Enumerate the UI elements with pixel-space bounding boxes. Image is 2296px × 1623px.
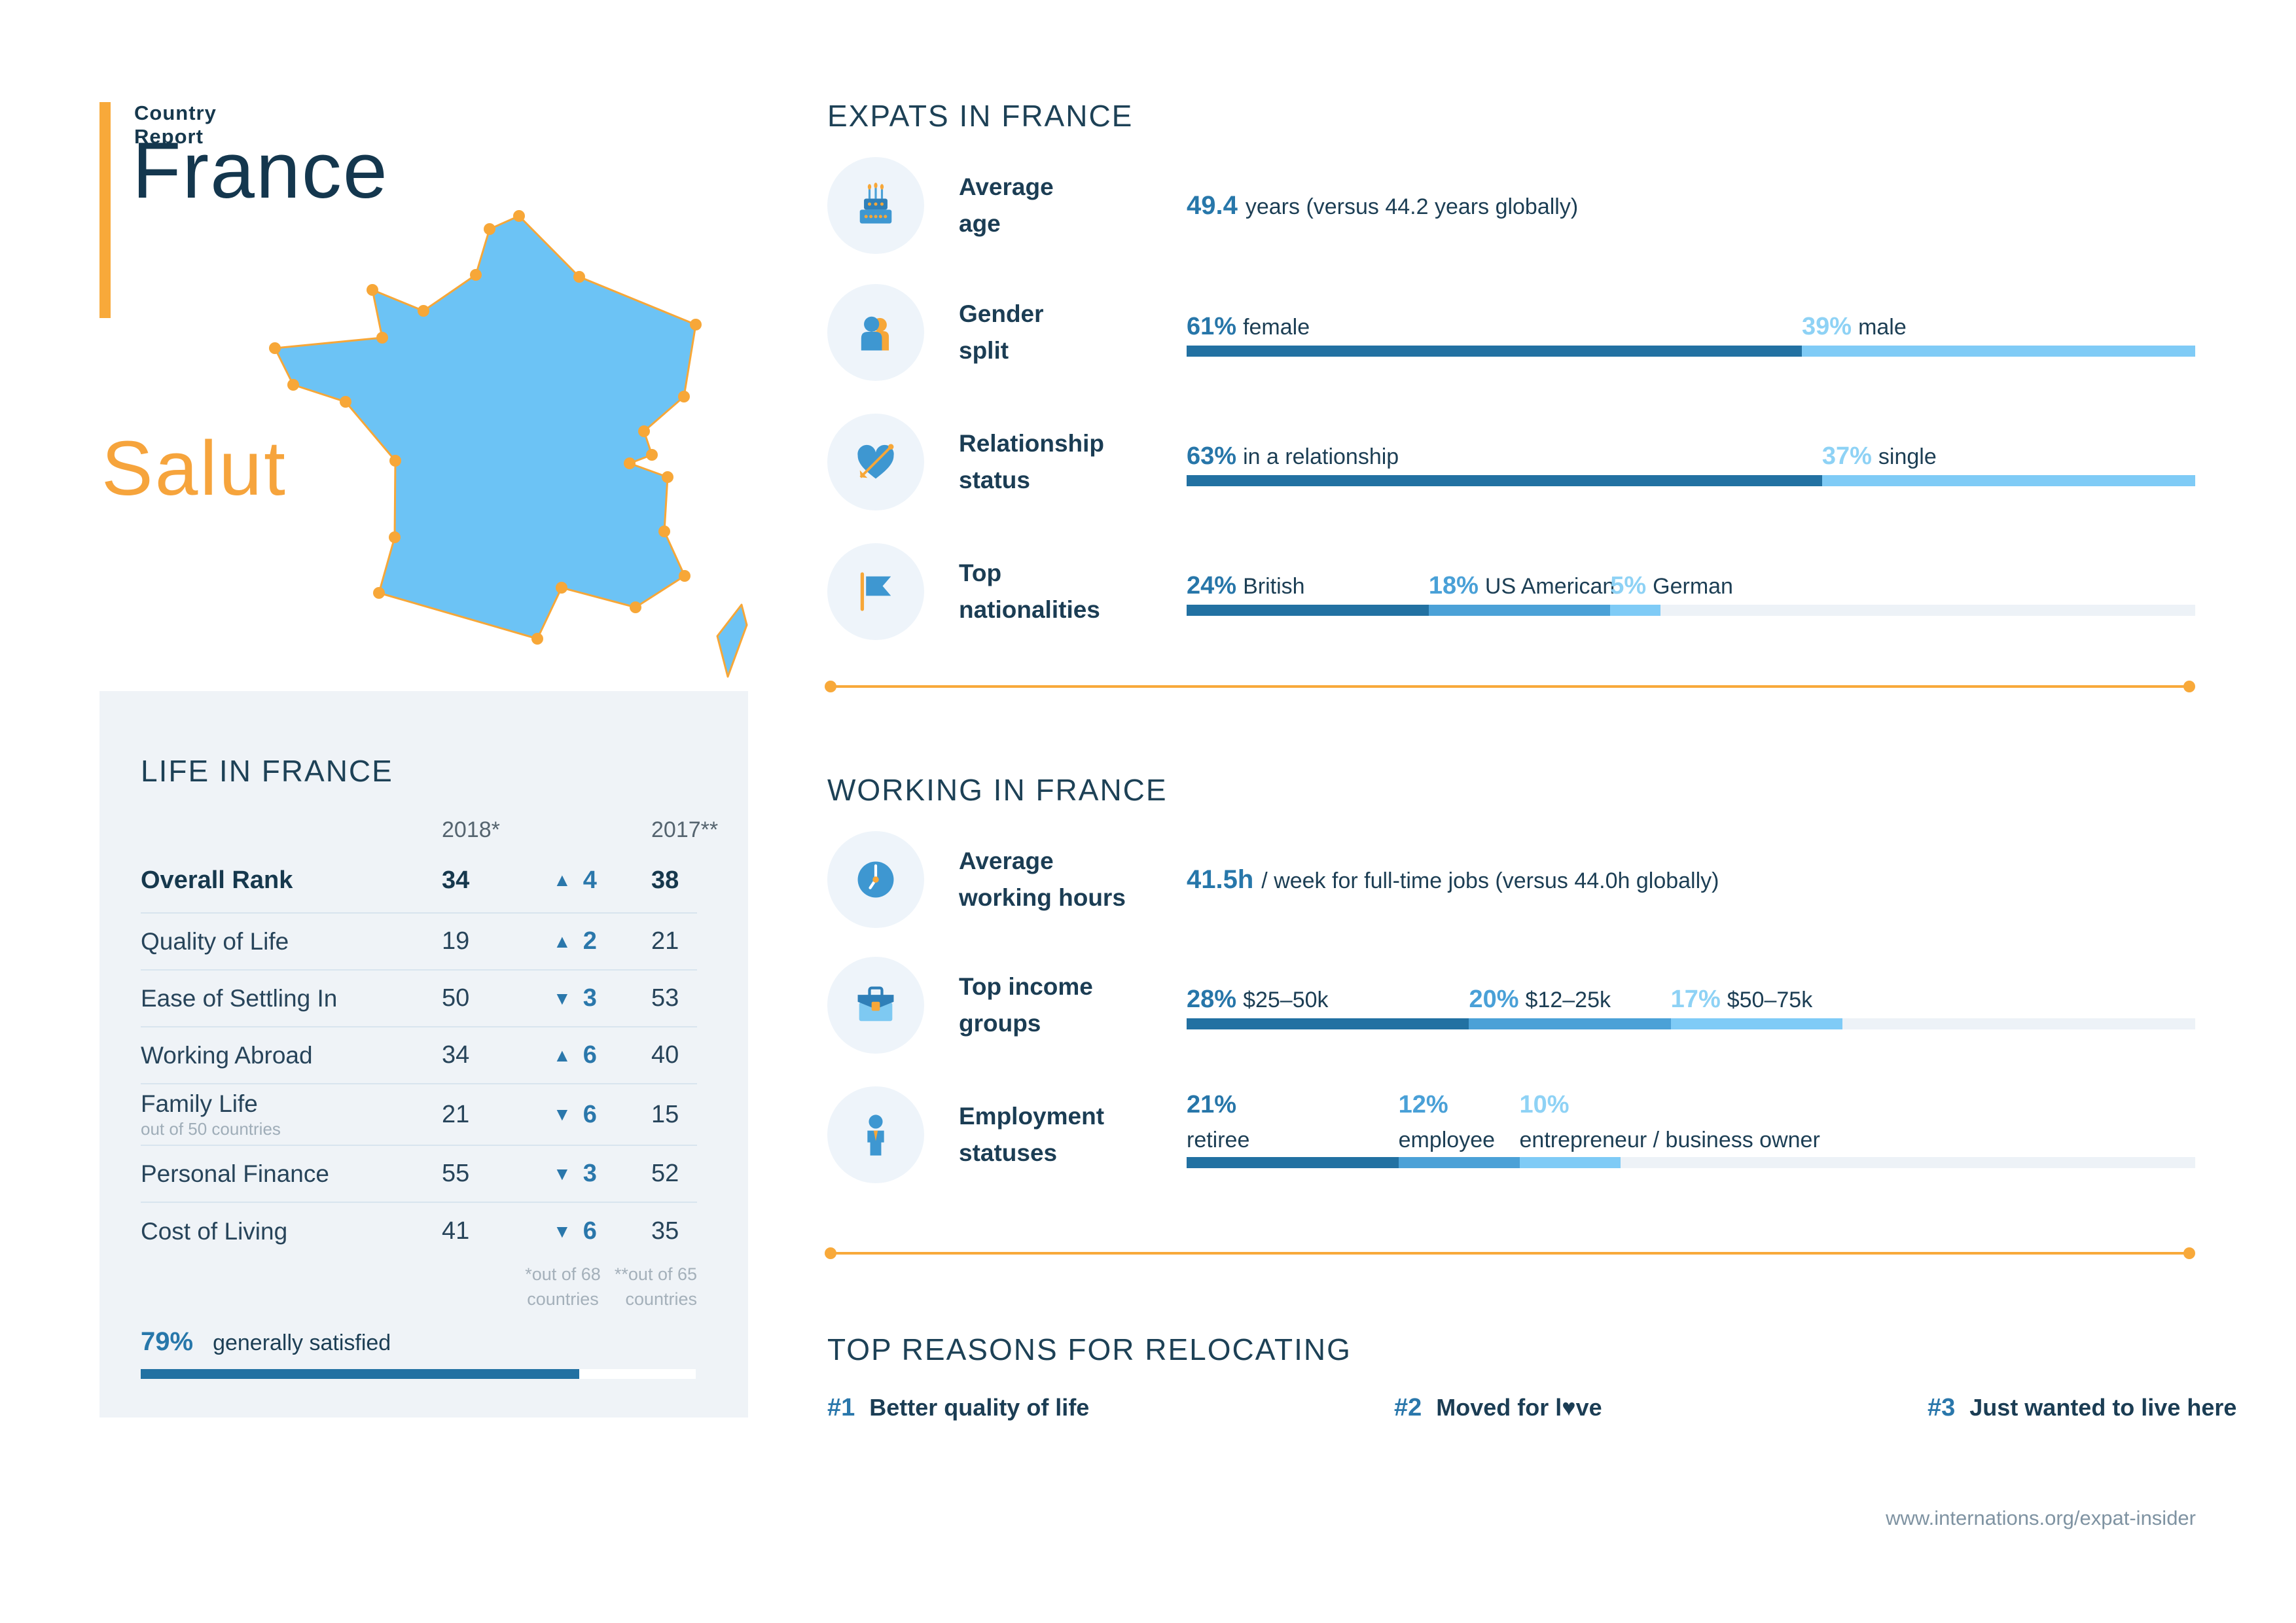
map-vertex-dots [269,210,702,645]
table-row: Family Life out of 50 countries 21 ▼ 6 15 [141,1084,697,1146]
working-hours-label: Average working hours [959,847,1126,911]
rank-down-icon: ▼ [553,1163,571,1184]
nationality-german-label: 5% German [1610,572,1733,599]
relationship-status-row: Relationship status 63% in a relationship … [827,414,2215,544]
income-groups-label: Top income groups [959,973,1093,1037]
satisfaction-stat: 79% generally satisfied [141,1327,391,1356]
income-groups-row: Top income groups 28% $25–50k 20% $12–25k 1… [827,957,2215,1088]
employment-retiree-label: 21% retiree [1187,1091,1250,1152]
top-nationalities-row: Top nationalities 24% British 18% US Americ… [827,543,2215,674]
income-12-25-label: 20% $12–25k [1469,986,1611,1013]
employment-statuses-bar [1187,1157,2195,1168]
gender-icon [861,316,889,351]
income-50-75-label: 17% $50–75k [1670,986,1813,1013]
table-row: Ease of Settling In 50 ▼ 3 53 [141,971,697,1027]
working-hours-row: Average working hours 41.5h / week for ful… [827,831,2215,962]
rank-down-icon: ▼ [553,988,571,1008]
row-sublabel: out of 50 countries [141,1119,281,1139]
cake-icon [859,183,892,224]
rank-down-icon: ▼ [553,1104,571,1124]
section-divider [825,1247,2195,1259]
person-icon [867,1115,884,1156]
reasons-row: #1 Better quality of life #2 Moved for l♥v… [827,1394,2236,1433]
life-in-france-panel: LIFE IN FRANCE 2018* 2017** Overall Rank… [99,691,748,1418]
relationship-label: 63% in a relationship [1187,442,1399,470]
employment-entrepreneur-label: 10% entrepreneur / business owner [1519,1091,1820,1152]
table-row: Cost of Living 41 ▼ 6 35 [141,1217,679,1245]
income-25-50-label: 28% $25–50k [1187,986,1329,1013]
report-kicker: Country Report [134,101,217,148]
average-age-row: Average age 49.4 years (versus 44.2 years … [827,157,2215,288]
gender-split-label: Gender split [959,300,1044,364]
footnote-2017: **out of 65 countries [614,1264,697,1309]
accent-bar [99,102,111,318]
top-nationalities-bar [1187,605,2195,616]
table-row: Working Abroad 34 ▲ 6 40 [141,1027,697,1084]
top-nationalities-label: Top nationalities [959,560,1100,623]
gender-male-label: 39% male [1802,313,1907,340]
table-row: Personal Finance 55 ▼ 3 52 [141,1146,697,1203]
nationality-british-label: 24% British [1187,572,1305,599]
gender-female-label: 61% female [1187,313,1310,340]
footnote-2018: *out of 68 countries [525,1264,601,1309]
flag-icon [860,572,891,611]
average-age-value: 49.4 years (versus 44.2 years globally) [1187,191,1579,220]
greeting-text: Salut [101,425,287,512]
satisfaction-bar [141,1369,696,1379]
corsica-shape [716,603,748,678]
relationship-status-bar [1187,475,2195,486]
life-rank-table: 2018* 2017** Overall Rank 34 ▲ 4 38 Quali… [141,812,719,1260]
rank-up-icon: ▲ [553,1044,571,1065]
section-title-reasons: TOP REASONS FOR RELOCATING [827,1332,1352,1366]
income-groups-bar [1187,1018,2195,1029]
rank-up-icon: ▲ [553,870,571,890]
single-label: 37% single [1821,442,1937,470]
france-map [269,210,748,678]
clock-icon [857,861,894,898]
employment-statuses-row: Employment statuses 21% retiree 12% employe… [827,1086,2215,1217]
table-header-row: 2018* 2017** [141,812,719,848]
section-divider [825,681,2195,692]
section-title-expats: EXPATS IN FRANCE [827,99,1134,133]
reason-1: #1 Better quality of life [827,1394,1090,1421]
employment-statuses-label: Employment statuses [959,1103,1105,1166]
table-footnotes: *out of 68 countries **out of 65 countri… [141,1262,697,1334]
working-hours-value: 41.5h / week for full-time jobs (versus 4… [1187,865,1719,894]
section-title-working: WORKING IN FRANCE [827,773,1168,807]
page-title: France [132,126,389,215]
column-2018: 2018* [442,817,500,842]
nationality-us-label: 18% US American [1428,572,1615,599]
reason-2: #2 Moved for l♥ve [1394,1394,1602,1421]
section-title-life: LIFE IN FRANCE [141,754,393,788]
footer-url-link[interactable]: www.internations.org/expat-insider [1886,1507,2196,1529]
heart-arrow-icon [857,444,894,479]
table-row: Overall Rank 34 ▲ 4 38 [141,848,697,914]
rank-down-icon: ▼ [553,1221,571,1241]
relationship-status-label: Relationship status [959,430,1105,493]
gender-split-bar [1187,346,2195,357]
column-2017: 2017** [651,817,719,842]
france-mainland-shape [274,215,697,640]
rank-up-icon: ▲ [553,931,571,952]
employment-employee-label: 12% employee [1398,1091,1496,1152]
average-age-label: Average age [959,173,1054,237]
briefcase-icon [857,986,894,1022]
reason-3: #3 Just wanted to live here [1928,1394,2237,1421]
table-row: Quality of Life 19 ▲ 2 21 [141,914,697,971]
gender-split-row: Gender split 61% female 39% male [827,284,2215,415]
